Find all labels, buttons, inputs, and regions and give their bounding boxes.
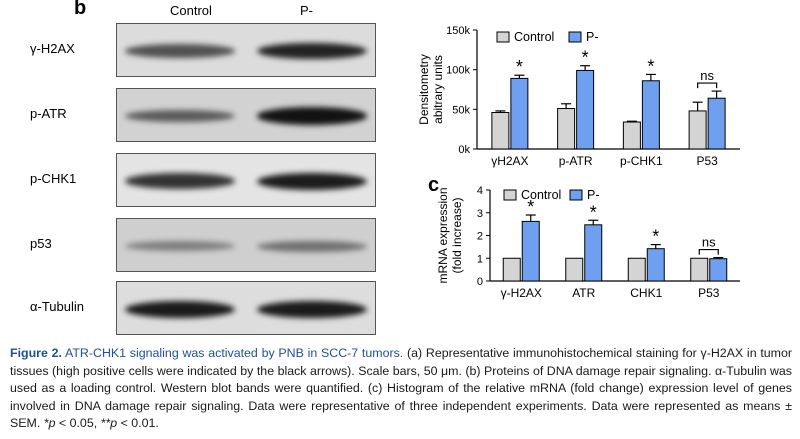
densitometry-chart: 0k 50k 100k 150k Densitometry abitrary units *… <box>417 25 740 168</box>
blot-band <box>257 42 367 60</box>
caption-p2: **p <box>100 416 118 430</box>
y-axis-label: mRNA expression <box>436 187 450 283</box>
y-axis-label: Densitometry <box>417 54 431 125</box>
bar <box>646 248 665 282</box>
blot-band <box>125 173 235 189</box>
x-tick-label: ATR <box>572 286 595 300</box>
bar <box>622 121 641 150</box>
x-tick-label: CHK1 <box>630 286 662 300</box>
legend-label: Control <box>521 188 561 202</box>
significance-marker: * <box>582 48 589 68</box>
blot-band <box>257 300 367 318</box>
caption-p1: *p <box>43 416 56 430</box>
bar <box>510 77 529 150</box>
blot-band <box>125 300 235 318</box>
bar <box>627 257 646 282</box>
blot-label: p53 <box>30 236 52 251</box>
x-tick-label: γH2AX <box>491 154 528 168</box>
blot-label: p-ATR <box>30 106 67 121</box>
y-axis-label: abitrary units <box>431 55 445 124</box>
significance-marker: ns <box>700 68 714 83</box>
blot-image <box>116 281 376 335</box>
y-tick-label: 100k <box>446 65 470 77</box>
x-tick-label: P53 <box>698 286 720 300</box>
x-tick-label: p-ATR <box>559 154 593 168</box>
legend-label: Control <box>514 30 554 44</box>
y-tick-label: 2 <box>477 231 483 243</box>
blot-band <box>125 44 235 58</box>
bar <box>576 69 595 150</box>
legend-label: P- <box>587 188 600 202</box>
bar <box>707 97 726 150</box>
blot-label: p-CHK1 <box>30 171 77 186</box>
y-tick-label: 0 <box>477 276 483 288</box>
legend-swatch <box>568 31 582 43</box>
panel-c-letter: c <box>428 174 440 196</box>
panel-b-letter: b <box>74 0 87 19</box>
y-tick-label: 0k <box>458 144 470 156</box>
x-tick-label: P53 <box>696 154 718 168</box>
significance-marker: * <box>647 56 654 76</box>
column-label-control: Control <box>170 3 212 18</box>
mrna-expression-chart: 0 1 2 3 4 mRNA expression (fold increase) * γ-H2… <box>436 185 740 300</box>
significance-marker: ns <box>702 235 716 250</box>
legend-label: P- <box>586 30 599 44</box>
y-tick-label: 4 <box>477 185 483 197</box>
legend-swatch <box>496 31 510 43</box>
bar <box>690 257 709 282</box>
y-tick-label: 50k <box>452 104 470 116</box>
blot-band <box>257 240 367 252</box>
bar <box>565 257 584 282</box>
blot-label: γ-H2AX <box>30 41 75 56</box>
figure-caption: Figure 2. ATR-CHK1 signaling was activat… <box>10 345 792 433</box>
blot-band <box>125 241 235 251</box>
y-tick-label: 3 <box>477 208 483 220</box>
bar <box>641 80 660 150</box>
bar <box>491 112 510 150</box>
x-tick-label: γ-H2AX <box>501 286 542 300</box>
column-label-p: P- <box>300 3 313 18</box>
blot-image <box>116 88 376 142</box>
bar <box>502 257 521 282</box>
significance-marker: * <box>516 57 523 77</box>
blot-band <box>125 109 235 123</box>
blot-image <box>116 153 376 207</box>
bar <box>709 258 728 282</box>
significance-marker: * <box>652 227 659 247</box>
blot-band <box>257 107 367 125</box>
y-axis-label: (fold increase) <box>450 197 464 273</box>
caption-body: (a) Representative immunohistochemical s… <box>10 346 792 430</box>
significance-marker: * <box>527 197 534 217</box>
blot-label: α-Tubulin <box>30 299 84 314</box>
significance-bracket <box>697 82 718 89</box>
legend-swatch <box>503 189 517 201</box>
bar <box>557 108 576 150</box>
bar <box>521 220 540 282</box>
y-tick-label: 150k <box>446 25 470 37</box>
x-tick-label: p-CHK1 <box>620 154 663 168</box>
bar <box>688 110 707 150</box>
y-tick-label: 1 <box>477 253 483 265</box>
blot-image <box>116 218 376 272</box>
blot-band <box>257 172 367 190</box>
blot-image <box>116 23 376 77</box>
significance-bracket <box>698 248 719 255</box>
caption-title: ATR-CHK1 signaling was activated by PNB … <box>65 346 404 360</box>
caption-p1-value: < 0.05, <box>55 416 101 430</box>
significance-marker: * <box>590 202 597 222</box>
caption-figure-number: Figure 2. <box>10 346 62 360</box>
bar <box>584 224 603 282</box>
legend-swatch <box>569 189 583 201</box>
caption-p2-value: < 0.01. <box>117 416 159 430</box>
